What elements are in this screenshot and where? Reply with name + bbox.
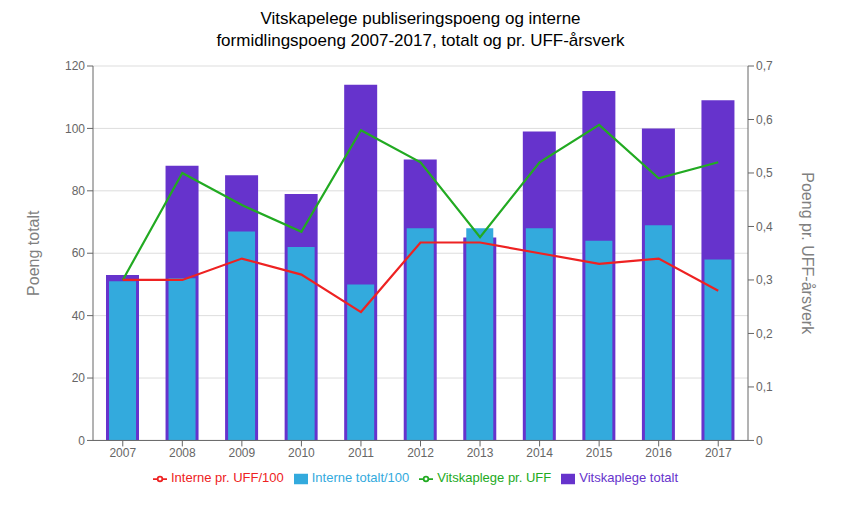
svg-text:0,4: 0,4 — [756, 220, 773, 234]
svg-text:2008: 2008 — [169, 446, 196, 460]
svg-text:0,2: 0,2 — [756, 327, 773, 341]
svg-text:2013: 2013 — [467, 446, 494, 460]
svg-text:2014: 2014 — [526, 446, 553, 460]
svg-text:Poeng pr. UFF-årsverk: Poeng pr. UFF-årsverk — [799, 172, 816, 335]
svg-text:2009: 2009 — [229, 446, 256, 460]
svg-text:0: 0 — [78, 434, 85, 448]
svg-text:0,1: 0,1 — [756, 380, 773, 394]
svg-text:2017: 2017 — [705, 446, 732, 460]
svg-text:0,3: 0,3 — [756, 273, 773, 287]
html-text:formidlingspoeng 2007-2017, to: formidlingspoeng 2007-2017, totalt og pr… — [216, 31, 625, 50]
svg-text:Poeng totalt: Poeng totalt — [25, 210, 42, 296]
svg-text:2016: 2016 — [645, 446, 672, 460]
svg-text:0,5: 0,5 — [756, 166, 773, 180]
svg-text:0,7: 0,7 — [756, 59, 773, 73]
svg-text:2007: 2007 — [109, 446, 136, 460]
svg-text:100: 100 — [65, 122, 85, 136]
html-text:Interne pr. UFF/100: Interne pr. UFF/100 — [171, 470, 284, 486]
svg-text:20: 20 — [72, 371, 86, 385]
svg-text:60: 60 — [72, 246, 86, 260]
svg-text:2015: 2015 — [586, 446, 613, 460]
svg-text:80: 80 — [72, 184, 86, 198]
html-text:Vitskaplege totalt: Vitskaplege totalt — [579, 470, 678, 486]
svg-text:2010: 2010 — [288, 446, 315, 460]
svg-text:0,6: 0,6 — [756, 113, 773, 127]
svg-text:2012: 2012 — [407, 446, 434, 460]
svg-text:2011: 2011 — [348, 446, 374, 460]
html-text:Interne totalt/100: Interne totalt/100 — [311, 470, 410, 486]
svg-text:120: 120 — [65, 59, 85, 73]
html-text:Vitskapelege publiseringspoeng: Vitskapelege publiseringspoeng og intern… — [260, 9, 581, 28]
svg-text:0: 0 — [756, 434, 763, 448]
svg-text:40: 40 — [72, 309, 86, 323]
html-text:Vitskaplege pr. UFF: Vitskaplege pr. UFF — [437, 470, 552, 486]
